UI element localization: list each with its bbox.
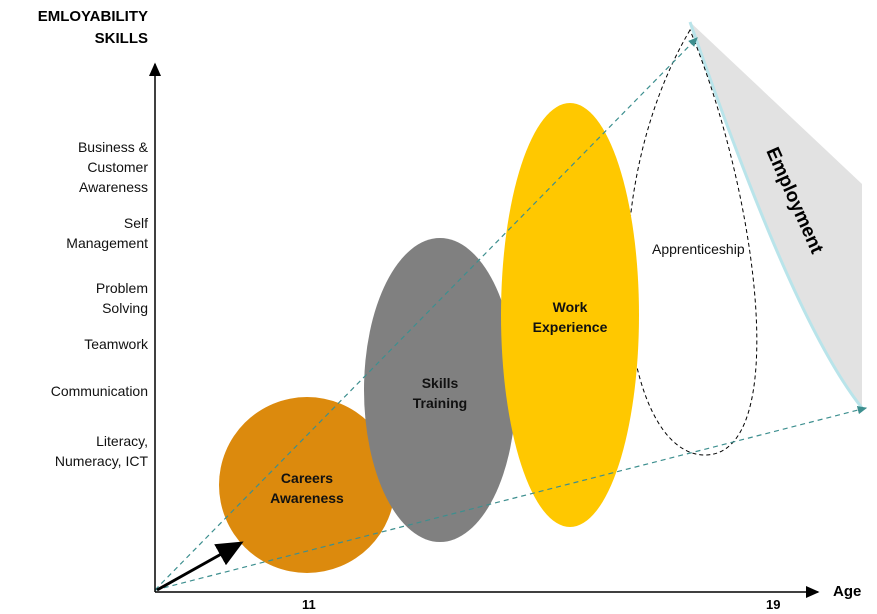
x-tick-19: 19	[766, 597, 781, 612]
apprenticeship-oval	[626, 28, 758, 456]
careers-awareness-label: Careers Awareness	[270, 470, 344, 506]
work-experience-oval	[501, 103, 639, 527]
skill-communication: Communication	[50, 383, 148, 399]
skills-training-oval	[364, 238, 516, 542]
x-axis-title: Age	[833, 583, 862, 600]
employment-edge	[688, 21, 864, 409]
x-tick-11: 11	[302, 597, 316, 612]
skill-self-management: Self Management	[66, 215, 148, 251]
work-experience-label: Work Experience	[532, 299, 608, 335]
careers-awareness-circle	[219, 397, 395, 573]
skill-problem-solving: Problem Solving	[95, 280, 148, 316]
y-axis-title: EMLOYABILITY SKILLS	[37, 8, 148, 47]
skill-literacy-numeracy: Literacy, Numeracy, ICT	[54, 433, 148, 469]
skills-training-label: Skills Training	[412, 375, 468, 411]
upper-guide-line	[154, 37, 698, 591]
skill-teamwork: Teamwork	[84, 336, 148, 352]
skill-business-awareness: Business & Customer Awareness	[77, 139, 148, 195]
employment-region	[690, 22, 862, 408]
apprenticeship-label: Apprenticeship	[652, 241, 745, 257]
start-arrow	[156, 541, 244, 592]
